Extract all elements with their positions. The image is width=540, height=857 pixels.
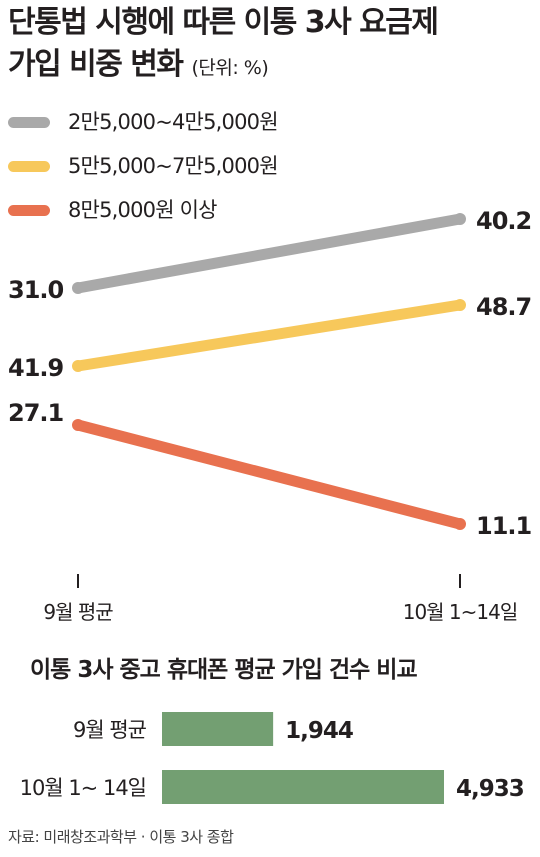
series-line — [72, 299, 466, 372]
data-point — [454, 213, 466, 225]
data-label: 40.2 — [476, 207, 531, 235]
series-line — [72, 213, 466, 294]
x-tick-label: 9월 평균 — [43, 600, 113, 624]
chart-title-line2: 가입 비중 변화 — [8, 47, 184, 82]
bar-category-label: 9월 평균 — [73, 718, 147, 742]
bar — [162, 712, 274, 746]
chart-title-line1: 단통법 시행에 따른 이통 3사 요금제 — [8, 5, 439, 40]
unit-label: (단위: %) — [191, 57, 269, 79]
data-point — [454, 299, 466, 311]
bar-value-label: 4,933 — [456, 776, 524, 802]
data-label: 48.7 — [476, 293, 531, 321]
bar — [162, 770, 444, 804]
data-point — [72, 419, 84, 431]
data-label: 11.1 — [476, 512, 532, 540]
source-note: 자료: 미래창조과학부 · 이통 3사 종합 — [8, 828, 234, 846]
bar-category-label: 10월 1~ 14일 — [20, 776, 146, 800]
chart-title: 단통법 시행에 따른 이통 3사 요금제 가입 비중 변화 (단위: %) — [8, 2, 538, 89]
data-point — [454, 518, 466, 530]
legend-label: 2만5,000~4만5,000원 — [68, 110, 279, 134]
legend-label: 5만5,000~7만5,000원 — [68, 154, 279, 178]
series-line — [72, 419, 466, 530]
data-label: 31.0 — [8, 276, 64, 304]
data-label: 27.1 — [8, 399, 64, 427]
legend-swatch — [8, 161, 50, 172]
line-chart: 31.0 40.2 41.9 48.7 27.1 11.1 9월 평균 10월 1~14일 — [8, 207, 533, 624]
legend-label: 8만5,000원 이상 — [68, 198, 217, 222]
bar-chart-title: 이통 3사 중고 휴대폰 평균 가입 건수 비교 — [30, 657, 418, 683]
x-tick-label: 10월 1~14일 — [403, 600, 518, 624]
data-label: 41.9 — [8, 354, 64, 382]
data-point — [72, 360, 84, 372]
legend-swatch — [8, 117, 50, 128]
data-point — [72, 282, 84, 294]
bar-value-label: 1,944 — [285, 718, 353, 744]
legend-swatch — [8, 205, 50, 216]
